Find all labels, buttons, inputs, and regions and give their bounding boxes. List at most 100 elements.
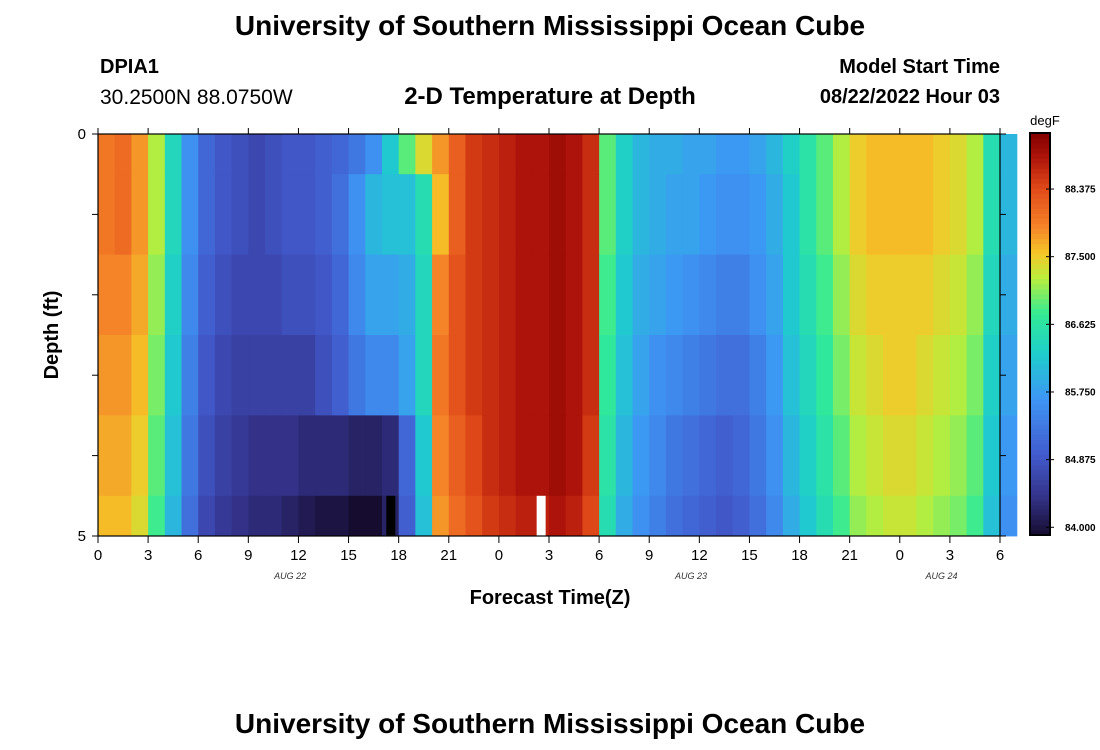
heatmap-cell — [398, 495, 416, 537]
heatmap-cell — [281, 415, 300, 497]
colorbar-segment — [1030, 339, 1050, 345]
heatmap-cell — [98, 495, 116, 537]
heatmap-cell — [716, 254, 734, 336]
heatmap-cell — [983, 174, 1001, 255]
heatmap-cell — [398, 134, 416, 175]
heatmap-cell — [164, 134, 183, 175]
heatmap-cell — [766, 134, 784, 175]
page-title: University of Southern Mississippi Ocean… — [234, 10, 866, 41]
heatmap-cell — [515, 134, 533, 175]
heatmap-cell — [398, 415, 416, 497]
colorbar-segment — [1030, 143, 1050, 149]
heatmap-cell — [265, 134, 283, 175]
heatmap-cell — [916, 134, 934, 175]
heatmap-cell — [398, 335, 416, 416]
heatmap-cell — [365, 174, 383, 255]
heatmap-cell — [98, 415, 116, 497]
time-marker — [536, 495, 546, 536]
colorbar-segment — [1030, 429, 1050, 436]
heatmap-cell — [315, 335, 333, 416]
heatmap-cell — [716, 335, 734, 416]
heatmap-cell — [983, 254, 1001, 336]
heatmap-cell — [331, 174, 350, 255]
heatmap-cell — [632, 335, 650, 416]
heatmap-cell — [749, 415, 767, 497]
heatmap-cell — [599, 335, 617, 416]
heatmap-cell — [148, 134, 166, 175]
heatmap-cell — [682, 495, 700, 537]
heatmap-cell — [832, 495, 851, 537]
model-start-label: Model Start Time — [839, 56, 1000, 78]
x-tick-label: 18 — [390, 547, 407, 564]
heatmap-cell — [849, 495, 867, 537]
colorbar-segment — [1030, 379, 1050, 385]
heatmap-cell — [832, 415, 851, 497]
heatmap-cell — [181, 335, 199, 416]
heatmap-cell — [248, 254, 266, 336]
colorbar-segment — [1030, 293, 1050, 300]
heatmap-cell — [498, 495, 517, 537]
heatmap-cell — [164, 174, 183, 255]
colorbar-segment — [1030, 499, 1050, 506]
heatmap-cell — [933, 495, 951, 537]
heatmap-cell — [966, 495, 984, 537]
heatmap-cell — [231, 335, 249, 416]
heatmap-cell — [649, 415, 667, 497]
heatmap-cell — [749, 335, 767, 416]
colorbar-segment — [1030, 228, 1050, 235]
heatmap-cell — [983, 134, 1001, 175]
colorbar-segment — [1030, 424, 1050, 430]
heatmap-cell — [832, 174, 851, 255]
heatmap-cell — [933, 254, 951, 336]
colorbar-segment — [1030, 243, 1050, 250]
heatmap-cell — [699, 495, 717, 537]
colorbar-segment — [1030, 208, 1050, 214]
heatmap-cell — [565, 415, 583, 497]
heatmap-cell — [214, 495, 233, 537]
colorbar-segment — [1030, 268, 1050, 275]
x-tick-label: 6 — [595, 547, 603, 564]
heatmap-cell — [949, 174, 968, 255]
x-tick-label: 6 — [194, 547, 202, 564]
heatmap-cell — [114, 495, 132, 537]
heatmap-cell — [148, 415, 166, 497]
colorbar-segment — [1030, 409, 1050, 415]
heatmap-cell — [699, 415, 717, 497]
heatmap-cell — [949, 335, 968, 416]
heatmap-cell — [649, 134, 667, 175]
heatmap-cell — [582, 254, 600, 336]
colorbar-segment — [1030, 133, 1050, 139]
heatmap-cell — [365, 134, 383, 175]
colorbar-segment — [1030, 138, 1050, 144]
heatmap-cell — [615, 495, 634, 537]
colorbar-segment — [1030, 303, 1050, 310]
heatmap-cell — [799, 174, 817, 255]
heatmap-cell — [816, 495, 834, 537]
heatmap-cell — [866, 254, 884, 336]
colorbar-segment — [1030, 248, 1050, 255]
heatmap-cell — [665, 134, 684, 175]
heatmap-cell — [331, 254, 350, 336]
colorbar-segment — [1030, 344, 1050, 350]
heatmap-cell — [916, 335, 934, 416]
heatmap-cell — [782, 495, 801, 537]
colorbar-segment — [1030, 153, 1050, 159]
heatmap-cell — [933, 174, 951, 255]
x-tick-label: 9 — [645, 547, 653, 564]
heatmap-cell — [164, 254, 183, 336]
heatmap-cell — [181, 254, 199, 336]
station-id: DPIA1 — [100, 56, 159, 78]
heatmap-cell — [381, 335, 400, 416]
heatmap-cell — [98, 174, 116, 255]
heatmap-cell — [281, 254, 300, 336]
heatmap-cell — [933, 335, 951, 416]
heatmap-cell — [248, 134, 266, 175]
heatmap-cell — [214, 335, 233, 416]
heatmap-cell — [231, 134, 249, 175]
heatmap-cell — [883, 495, 901, 537]
heatmap-cell — [515, 254, 533, 336]
heatmap-cell — [949, 415, 968, 497]
heatmap-cell — [498, 254, 517, 336]
heatmap-cell — [549, 415, 567, 497]
temperature-chart: 0 3 6 9 12 15 18 21 0 3 6 9 12 15 18 21 0 3 6 AUG 22 AUG 23 A… — [41, 113, 1096, 609]
